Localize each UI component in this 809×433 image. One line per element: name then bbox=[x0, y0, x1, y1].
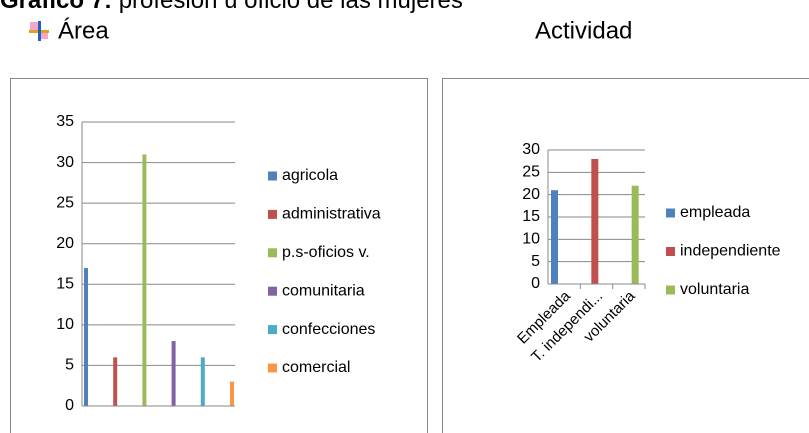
chart-frame bbox=[442, 78, 809, 433]
y-tick-label: 0 bbox=[65, 397, 74, 414]
y-tick-label: 10 bbox=[522, 231, 540, 248]
bar bbox=[113, 357, 118, 406]
y-tick-label: 25 bbox=[56, 194, 74, 211]
bullet-icon bbox=[29, 21, 49, 41]
legend-label: voluntaria bbox=[680, 281, 749, 298]
legend-swatch bbox=[666, 285, 675, 295]
legend-swatch bbox=[268, 209, 277, 219]
bar bbox=[551, 190, 558, 284]
bar bbox=[142, 154, 147, 406]
y-tick-label: 30 bbox=[56, 154, 74, 171]
bar bbox=[591, 158, 599, 284]
legend-swatch bbox=[268, 325, 277, 335]
heading: Actividad bbox=[535, 17, 632, 44]
legend-swatch bbox=[268, 248, 277, 258]
bar bbox=[631, 185, 639, 284]
legend-label: agricola bbox=[282, 167, 338, 184]
bar bbox=[171, 341, 176, 406]
y-tick-label: 15 bbox=[522, 208, 540, 225]
chart-frame bbox=[10, 78, 428, 433]
bar bbox=[230, 381, 234, 406]
y-tick-label: 5 bbox=[531, 253, 540, 270]
y-tick-label: 10 bbox=[56, 316, 74, 333]
legend-label: confecciones bbox=[282, 321, 375, 338]
legend-label: administrativa bbox=[282, 206, 381, 223]
legend-swatch bbox=[268, 286, 277, 296]
legend-swatch bbox=[268, 171, 277, 181]
y-tick-label: 30 bbox=[522, 141, 540, 158]
y-tick-label: 5 bbox=[65, 357, 74, 374]
legend-label: empleada bbox=[680, 204, 750, 221]
y-tick-label: 0 bbox=[531, 275, 540, 292]
heading: Área bbox=[58, 17, 109, 44]
bar bbox=[84, 268, 88, 406]
title-label: Gráfico 7: bbox=[0, 0, 112, 14]
y-tick-label: 20 bbox=[522, 186, 540, 203]
y-tick-label: 15 bbox=[56, 276, 74, 293]
y-tick-label: 20 bbox=[56, 235, 74, 252]
title: Gráfico 7: profesión u oficio de las muj… bbox=[0, 0, 463, 14]
legend-label: comunitaria bbox=[282, 282, 365, 299]
legend-swatch bbox=[666, 247, 675, 256]
legend-swatch bbox=[666, 208, 675, 218]
y-tick-label: 35 bbox=[56, 113, 74, 130]
y-tick-label: 25 bbox=[522, 164, 540, 181]
legend-label: independiente bbox=[680, 243, 781, 260]
legend-label: p.s-oficios v. bbox=[282, 244, 370, 261]
bar bbox=[200, 357, 205, 406]
legend-label: comercial bbox=[282, 359, 350, 376]
title-text: profesión u oficio de las mujeres bbox=[112, 0, 463, 14]
legend-swatch bbox=[268, 363, 277, 373]
